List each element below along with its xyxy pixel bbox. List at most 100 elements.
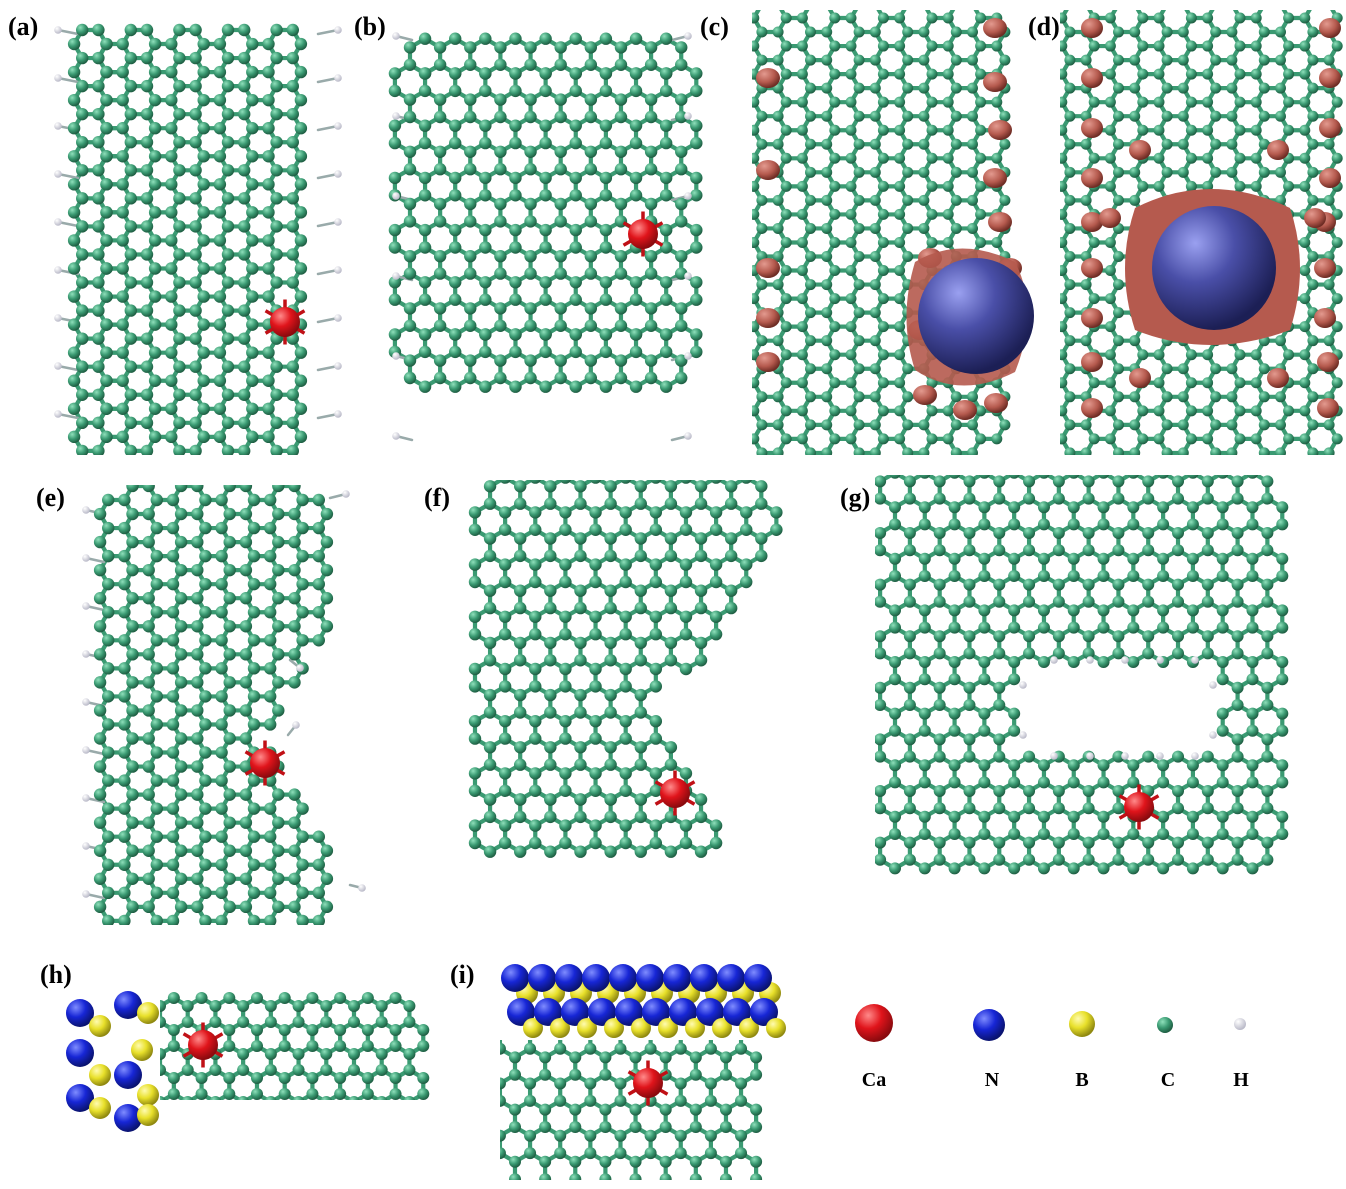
carbon-atom <box>645 250 657 262</box>
carbon-atom <box>246 38 258 50</box>
carbon-atom <box>554 59 566 71</box>
hydrogen-atom <box>54 26 62 34</box>
carbon-atom <box>262 262 274 274</box>
carbon-atom <box>222 304 234 316</box>
hydrogen-atom <box>334 218 342 226</box>
carbon-atom <box>630 120 642 132</box>
carbon-atom <box>854 279 865 290</box>
carbon-atom <box>238 276 250 288</box>
carbon-atom <box>198 375 210 387</box>
carbon-atom <box>951 419 962 430</box>
carbon-atom <box>449 172 461 184</box>
carbon-atom <box>660 328 672 340</box>
carbon-atom <box>524 59 536 71</box>
carbon-atom <box>951 55 962 66</box>
carbon-atom <box>854 111 865 122</box>
carbon-atom <box>1129 83 1140 94</box>
carbon-atom <box>967 167 978 178</box>
carbon-atom <box>509 120 521 132</box>
carbon-atom <box>92 192 104 204</box>
carbon-atom <box>189 164 201 176</box>
carbon-atom <box>805 27 816 38</box>
carbon-atom <box>125 192 137 204</box>
carbon-atom <box>238 445 250 457</box>
carbon-atom <box>1162 167 1173 178</box>
carbon-atom <box>539 241 551 253</box>
carbon-atom <box>951 391 962 402</box>
carbon-atom <box>645 198 657 210</box>
carbon-atom <box>600 346 612 358</box>
carbon-atom <box>1064 363 1075 374</box>
carbon-atom <box>262 150 274 162</box>
carbon-atom <box>404 354 416 366</box>
carbon-atom <box>509 189 521 201</box>
carbon-atom <box>1129 419 1140 430</box>
carbon-atom <box>1186 41 1197 52</box>
carbon-atom <box>92 417 104 429</box>
carbon-atom <box>918 195 929 206</box>
carbon-atom <box>494 198 506 210</box>
carbon-atom <box>991 237 1002 248</box>
carbon-atom <box>1129 0 1140 9</box>
carbon-atom <box>585 41 597 53</box>
carbon-atom <box>539 346 551 358</box>
carbon-atom <box>173 80 185 92</box>
carbon-atom <box>1113 55 1124 66</box>
carbon-atom <box>189 389 201 401</box>
carbon-atom <box>1186 377 1197 388</box>
carbon-atom <box>287 389 299 401</box>
panel-a-atoms <box>54 24 342 457</box>
carbon-atom <box>214 290 226 302</box>
carbon-atom <box>870 111 881 122</box>
carbon-atom <box>434 41 446 53</box>
carbon-atom <box>975 41 986 52</box>
carbon-atom <box>524 250 536 262</box>
carbon-atom <box>967 447 978 458</box>
carbon-atom <box>878 97 889 108</box>
carbon-atom <box>773 447 784 458</box>
carbon-atom <box>570 328 582 340</box>
carbon-atom <box>404 267 416 279</box>
carbon-atom <box>165 431 177 443</box>
carbon-atom <box>600 381 612 393</box>
carbon-atom <box>600 120 612 132</box>
carbon-atom <box>781 209 792 220</box>
carbon-atom <box>821 391 832 402</box>
carbon-atom <box>287 164 299 176</box>
carbon-atom <box>846 181 857 192</box>
carbon-atom <box>100 38 112 50</box>
carbon-atom <box>748 433 759 444</box>
carbon-atom <box>76 108 88 120</box>
carbon-atom <box>198 431 210 443</box>
carbon-atom <box>246 403 258 415</box>
carbon-atom <box>570 241 582 253</box>
carbon-atom <box>1089 41 1100 52</box>
carbon-atom <box>660 67 672 79</box>
carbon-atom <box>902 167 913 178</box>
carbon-atom <box>943 41 954 52</box>
carbon-atom <box>449 381 461 393</box>
carbon-atom <box>918 83 929 94</box>
carbon-atom <box>1162 83 1173 94</box>
carbon-atom <box>287 276 299 288</box>
carbon-atom <box>1064 83 1075 94</box>
carbon-atom <box>539 85 551 97</box>
carbon-atom <box>967 83 978 94</box>
carbon-atom <box>781 125 792 136</box>
carbon-atom <box>821 447 832 458</box>
carbon-atom <box>829 293 840 304</box>
carbon-atom <box>222 80 234 92</box>
carbon-atom <box>125 24 137 36</box>
carbon-atom <box>189 108 201 120</box>
carbon-atom <box>287 80 299 92</box>
carbon-atom <box>846 293 857 304</box>
carbon-atom <box>287 52 299 64</box>
carbon-atom <box>1154 433 1165 444</box>
carbon-atom <box>645 93 657 105</box>
carbon-atom <box>449 189 461 201</box>
carbon-atom <box>615 111 627 123</box>
carbon-atom <box>238 304 250 316</box>
carbon-atom <box>117 150 129 162</box>
carbon-atom <box>570 381 582 393</box>
carbon-atom <box>189 80 201 92</box>
